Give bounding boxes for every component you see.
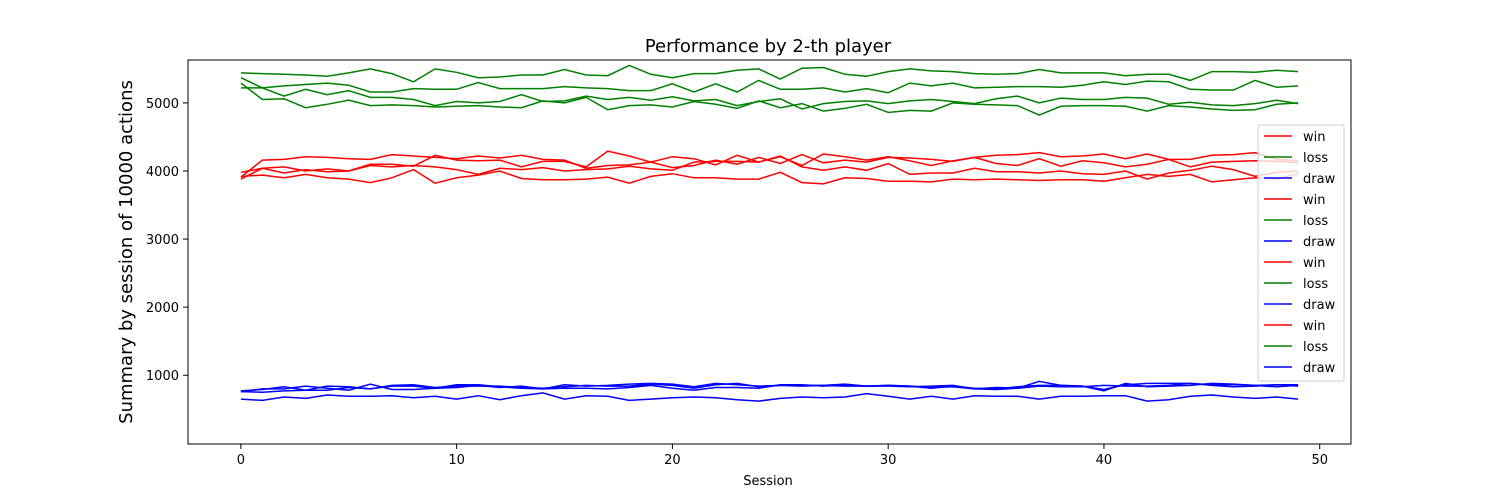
- series-line-loss-2: [240, 82, 1299, 116]
- y-tick-label: 1000: [146, 369, 179, 384]
- y-tick-label: 2000: [146, 301, 179, 316]
- series-line-draw-1: [240, 382, 1299, 394]
- legend-label-win: win: [1303, 319, 1325, 334]
- x-tick-label: 50: [1311, 453, 1328, 468]
- x-tick-label: 40: [1096, 453, 1113, 468]
- y-tick-label: 3000: [146, 233, 179, 248]
- y-axis-label: Summary by session of 10000 actions: [116, 80, 137, 424]
- x-axis-label: Session: [743, 474, 793, 489]
- x-tick-label: 30: [880, 453, 897, 468]
- series-line-loss-4: [240, 64, 1299, 83]
- y-axis: 1000 2000 3000 4000 5000: [146, 97, 188, 384]
- legend-label-draw: draw: [1303, 172, 1336, 187]
- series-line-win-2: [240, 168, 1299, 185]
- series-line-win-4: [240, 151, 1299, 178]
- series-line-draw-4: [240, 382, 1299, 392]
- x-tick-label: 10: [448, 453, 465, 468]
- legend-label-win: win: [1303, 130, 1325, 145]
- series-line-loss-3: [240, 79, 1299, 94]
- legend-label-loss: loss: [1303, 214, 1328, 229]
- x-tick-label: 0: [237, 453, 245, 468]
- chart-title: Performance by 2-th player: [645, 36, 892, 57]
- legend-label-draw: draw: [1303, 298, 1336, 313]
- x-axis: 0 10 20 30 40 50: [237, 444, 1328, 468]
- plot-lines: [240, 64, 1299, 402]
- series-line-win-3: [240, 150, 1299, 174]
- series-line-draw-3: [240, 392, 1299, 402]
- legend-label-loss: loss: [1303, 151, 1328, 166]
- y-tick-label: 5000: [146, 97, 179, 112]
- legend-label-loss: loss: [1303, 340, 1328, 355]
- legend-label-win: win: [1303, 193, 1325, 208]
- legend-label-draw: draw: [1303, 235, 1336, 250]
- x-tick-label: 20: [664, 453, 681, 468]
- legend: win loss draw win loss draw win loss draw win loss…: [1257, 124, 1345, 382]
- legend-label-draw: draw: [1303, 361, 1336, 376]
- legend-label-win: win: [1303, 256, 1325, 271]
- legend-box: [1257, 124, 1345, 382]
- series-line-loss-1: [240, 77, 1299, 110]
- plot-frame: [187, 59, 1352, 445]
- y-tick-label: 4000: [146, 165, 179, 180]
- legend-label-loss: loss: [1303, 277, 1328, 292]
